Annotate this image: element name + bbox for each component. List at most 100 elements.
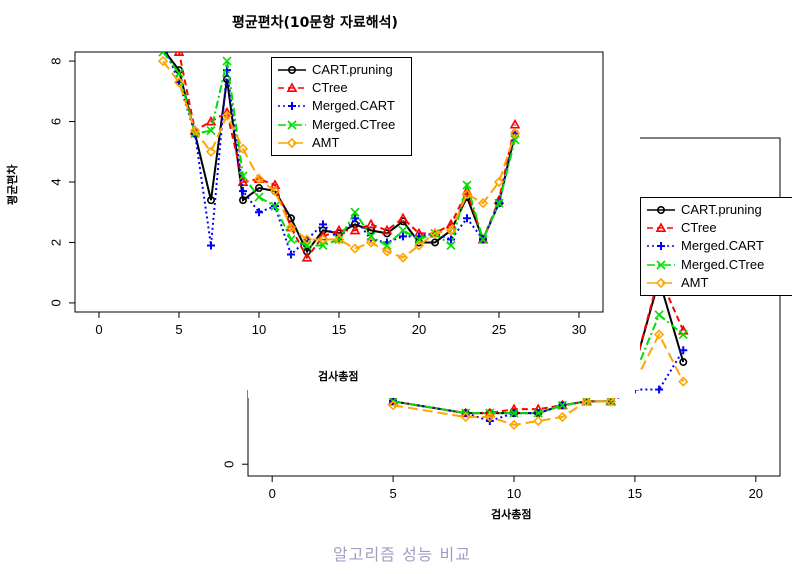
y-axis-label: 평균편차 [6, 164, 19, 205]
data-point [509, 128, 521, 139]
data-point [173, 52, 185, 57]
data-point [221, 110, 233, 121]
series-group [387, 290, 689, 431]
data-point [508, 419, 520, 431]
data-point [254, 192, 264, 202]
y-tick-label: 4 [48, 178, 63, 185]
legend-second: CART.pruning CTree Merged.CART Merged.CTree… [640, 197, 792, 296]
data-point [398, 225, 408, 235]
x-tick-label: 5 [175, 322, 182, 337]
data-point [333, 224, 345, 235]
data-point [509, 408, 519, 418]
data-point [653, 329, 665, 340]
data-point [366, 231, 376, 241]
legend-swatch [278, 82, 306, 93]
data-point [270, 201, 280, 211]
data-point [365, 218, 377, 229]
data-point [255, 184, 264, 193]
legend-entry: CTree [272, 79, 411, 97]
data-point [414, 234, 424, 245]
legend-swatch [647, 222, 675, 233]
data-point [285, 222, 297, 233]
data-point [557, 400, 567, 410]
data-point [158, 52, 168, 57]
x-tick-label: 15 [628, 486, 642, 501]
data-point [446, 240, 456, 251]
legend-label: CART.pruning [681, 202, 762, 217]
legend-swatch [278, 66, 306, 75]
x-tick-label: 15 [332, 322, 346, 337]
legend-swatch [278, 102, 306, 111]
data-point [605, 396, 616, 407]
data-point [301, 251, 313, 262]
data-point [206, 126, 216, 136]
legend-entry: Merged.CTree [272, 116, 411, 134]
series-line-merged-cart [392, 349, 685, 423]
legend-swatch [647, 277, 675, 288]
chart-title: 평균편차(10문항 자료해석) [232, 15, 398, 31]
data-point [317, 234, 329, 245]
data-point [679, 358, 688, 367]
y-tick-label: 8 [48, 57, 63, 64]
legend-swatch [278, 137, 306, 148]
data-point [509, 118, 521, 129]
data-point [445, 225, 457, 236]
x-tick-label: 10 [252, 322, 266, 337]
data-point [494, 198, 504, 208]
legend-marker [288, 66, 297, 75]
data-point [173, 77, 185, 88]
x-tick-label: 5 [389, 486, 396, 501]
legend-entry: Merged.CART [641, 237, 792, 255]
data-point [678, 329, 688, 340]
data-point [334, 234, 344, 245]
data-point [269, 179, 281, 190]
legend-marker [655, 222, 667, 233]
data-point [461, 188, 473, 200]
legend-marker [287, 120, 297, 130]
data-point [349, 224, 361, 235]
data-point [239, 187, 247, 196]
legend-marker [286, 82, 298, 93]
data-point [318, 240, 328, 251]
y-tick-label: 0 [48, 299, 63, 306]
series-line-amt [392, 332, 685, 426]
data-point [286, 234, 296, 245]
data-point [478, 234, 488, 245]
legend-label: AMT [681, 274, 709, 290]
legend-marker [286, 137, 298, 148]
legend-marker [656, 260, 666, 270]
x-tick-label: 10 [507, 486, 521, 501]
data-point [445, 218, 457, 229]
data-point [654, 310, 664, 320]
legend-marker [288, 102, 296, 111]
y-tick-label: 2 [48, 239, 63, 246]
chart-2: 0 5 10 15 20 0 [221, 137, 781, 501]
data-point [365, 237, 377, 248]
figure-caption: 알고리즘 성능 비교 [333, 545, 471, 564]
data-point [381, 246, 393, 257]
legend-marker [657, 242, 665, 251]
data-point [397, 212, 409, 223]
legend-label: CART.pruning [312, 62, 393, 77]
legend-entry: CART.pruning [272, 61, 411, 79]
data-point [207, 241, 215, 250]
legend-label: Merged.CTree [312, 116, 396, 132]
data-point [477, 198, 489, 209]
data-point [269, 185, 281, 197]
data-point [557, 411, 568, 423]
data-point [397, 252, 409, 263]
legend-entry: Merged.CART [272, 97, 411, 115]
data-point [253, 173, 265, 185]
data-point [447, 235, 455, 244]
data-point [399, 232, 407, 241]
legend-entry: AMT [641, 274, 792, 292]
data-point [237, 143, 249, 154]
chart-1: 0 5 10 15 20 25 30 0 2 4 6 8 [48, 51, 604, 337]
legend-entry: Merged.CTree [641, 256, 792, 274]
legend-entry: CART.pruning [641, 201, 792, 219]
legend-swatch [647, 206, 675, 215]
x-tick-label: 20 [749, 486, 763, 501]
data-point [302, 240, 312, 251]
y-tick-label: 0 [221, 461, 236, 468]
legend-label: CTree [312, 80, 348, 96]
